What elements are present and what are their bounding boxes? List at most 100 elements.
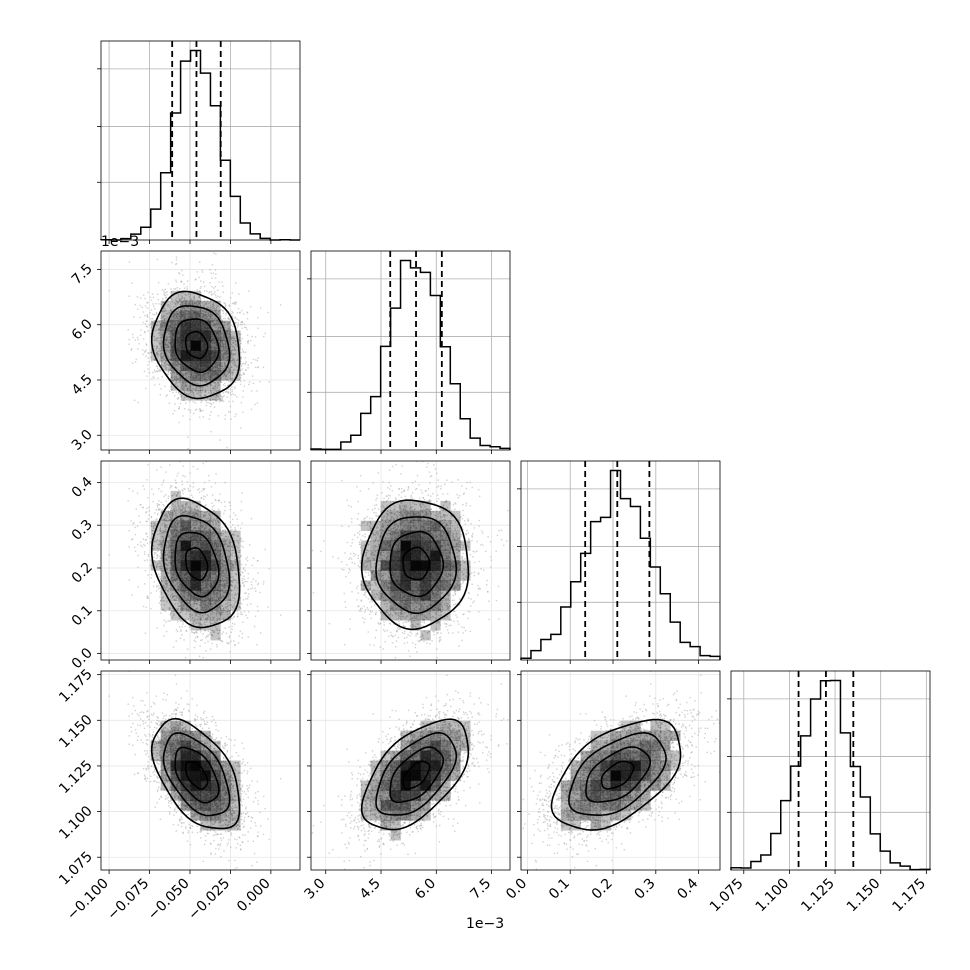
sample-point [179,376,182,379]
sample-point [165,514,167,517]
sample-point [146,316,149,318]
sample-point [221,319,223,321]
sample-point [251,390,253,392]
sample-point [147,352,149,354]
sample-point [208,522,211,525]
sample-point [108,554,110,556]
sample-point [165,296,167,299]
sample-point [236,396,238,398]
sample-point [185,377,187,380]
sample-point [222,369,225,372]
sample-point [246,617,249,619]
sample-point [225,353,228,355]
sample-point [174,360,176,363]
sample-point [220,340,222,343]
sample-point [242,350,244,353]
sample-point [210,299,212,301]
sample-point [217,381,220,384]
sample-point [209,315,211,317]
sample-point [227,352,229,354]
sample-point [223,556,226,558]
sample-point [175,381,178,383]
sample-point [222,312,225,315]
sample-point [213,395,215,397]
sample-point [219,317,221,319]
sample-point [234,387,236,389]
sample-point [166,294,168,296]
sample-point [174,378,176,381]
sample-point [223,374,226,376]
sample-point [194,383,196,385]
sample-point [201,301,204,304]
sample-point [172,371,175,373]
sample-point [179,299,181,301]
sample-point [159,543,161,546]
sample-point [169,487,172,489]
sample-point [165,361,167,363]
sample-point [199,380,201,382]
sample-point [219,296,221,298]
sample-point [159,337,162,339]
sample-point [222,384,225,386]
sample-point [235,282,237,284]
sample-point [168,358,171,360]
sample-point [240,374,243,377]
sample-point [201,399,203,402]
sample-point [231,313,233,315]
sample-point [211,313,213,316]
sample-point [239,336,241,339]
sample-point [164,343,167,345]
sample-point [184,507,186,509]
sample-point [225,357,227,359]
sample-point [226,373,228,375]
sample-point [231,366,233,368]
sample-point [170,366,173,369]
sample-point [228,368,231,371]
sample-point [217,383,219,385]
sample-point [229,405,232,408]
density-cell [190,290,201,302]
sample-point [204,379,207,381]
sample-point [234,415,236,418]
sample-point [169,330,171,332]
sample-point [180,301,183,303]
sample-point [183,287,186,289]
sample-point [176,313,178,315]
sample-point [183,511,185,513]
sample-point [209,384,212,386]
sample-point [147,364,149,366]
sample-point [162,314,164,317]
sample-point [160,315,163,317]
sample-point [164,318,166,320]
contour-line [150,290,241,400]
sample-point [211,293,213,296]
sample-point [235,303,237,305]
sample-point [193,526,196,528]
sample-point [196,509,199,511]
sample-point [232,371,234,374]
sample-point [219,398,222,400]
sample-point [227,367,229,369]
sample-point [202,314,205,316]
sample-point [229,560,232,563]
sample-point [168,536,171,539]
sample-point [234,601,237,603]
sample-point [234,606,237,608]
sample-point [223,347,225,349]
sample-point [197,389,200,392]
sample-point [178,297,180,300]
sample-point [194,524,196,526]
sample-point [246,318,249,320]
sample-point [224,414,227,417]
sample-point [229,354,232,357]
sample-point [196,304,198,306]
sample-point [213,305,215,307]
sample-point [212,610,214,612]
sample-point [168,338,171,341]
sample-point [162,301,165,304]
sample-point [185,301,187,303]
sample-point [242,362,245,365]
sample-point [204,311,206,313]
sample-point [244,363,247,365]
sample-point [189,298,192,300]
